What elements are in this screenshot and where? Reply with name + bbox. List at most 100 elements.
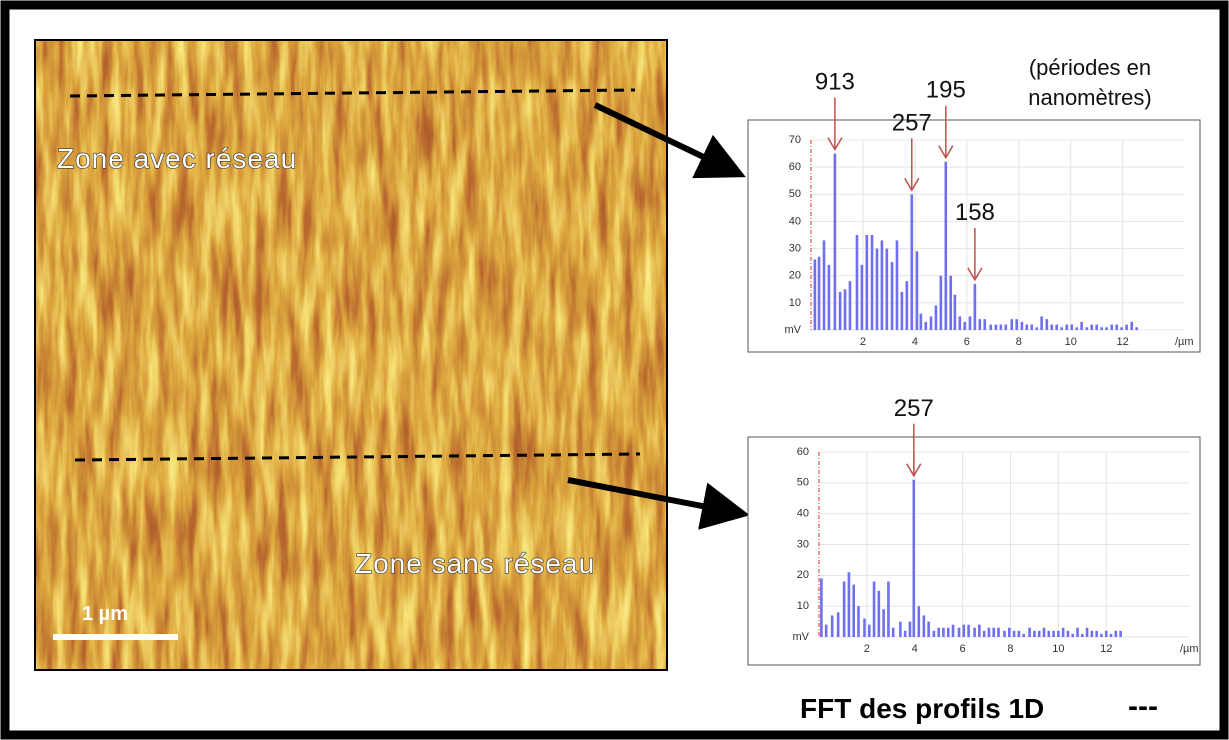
bar (944, 161, 948, 330)
bar (827, 264, 831, 330)
bar (924, 321, 928, 330)
bar (1095, 630, 1098, 637)
note: (périodes en (1029, 55, 1151, 80)
profile-line (69, 88, 636, 98)
bar (830, 615, 834, 637)
x-tick-label: 8 (1007, 643, 1013, 655)
bar (999, 324, 1003, 330)
x-tick-label: 6 (960, 643, 966, 655)
y-tick-label: 40 (789, 215, 801, 227)
annotation-label: 257 (892, 109, 932, 136)
bar (872, 581, 876, 637)
y-tick-label: 50 (797, 477, 809, 489)
bar (992, 627, 996, 637)
y-tick-label: 60 (789, 161, 801, 173)
bar (817, 256, 821, 330)
bar (885, 248, 889, 330)
bar (1025, 324, 1029, 330)
bar (946, 627, 950, 637)
bar (915, 251, 919, 330)
bar (900, 292, 904, 330)
bar (1061, 627, 1065, 637)
bar (895, 240, 899, 330)
bar (1080, 321, 1083, 330)
bar (882, 609, 885, 637)
bar (1055, 324, 1058, 330)
bar (958, 316, 962, 330)
bar (838, 292, 842, 330)
arrow-head (904, 177, 920, 192)
bar (1076, 627, 1079, 637)
bar (891, 627, 895, 637)
bar (1030, 324, 1034, 330)
y-tick-label: 20 (789, 270, 801, 282)
bar (1015, 319, 1018, 330)
bar (880, 240, 884, 330)
bar (939, 275, 943, 330)
zone-label: Zone sans réseau (355, 548, 595, 579)
y-tick-label: 50 (789, 188, 801, 200)
bar (983, 319, 987, 330)
bar (855, 235, 859, 330)
y-tick-label: 10 (797, 600, 809, 612)
bar (989, 324, 993, 330)
bar (1114, 630, 1118, 637)
bar (942, 627, 945, 637)
x-tick-label: 4 (912, 336, 918, 348)
scale-label: 1 µm (82, 603, 128, 625)
bar (890, 262, 894, 330)
bar (922, 615, 926, 637)
bar (1130, 321, 1134, 330)
bar (1120, 327, 1123, 330)
x-axis-label: /µm (1180, 643, 1199, 655)
bar (994, 324, 998, 330)
bar (852, 584, 856, 637)
bar (1075, 327, 1078, 330)
arrow-head (938, 145, 954, 160)
bar (1066, 630, 1070, 637)
x-tick-label: 2 (860, 336, 866, 348)
bar (968, 316, 972, 330)
bar (1003, 630, 1006, 637)
bar (987, 627, 991, 637)
arrow (593, 102, 746, 179)
bar (937, 627, 940, 637)
annotation-label: 195 (926, 77, 966, 104)
bar (1104, 630, 1108, 637)
annotation-label: 158 (955, 199, 995, 226)
note: nanomètres) (1028, 85, 1152, 110)
bar (1070, 324, 1074, 330)
x-axis-label: /µm (1175, 336, 1194, 348)
bar (1045, 319, 1049, 330)
zone-label: Zone avec réseau (57, 143, 297, 174)
bar (967, 624, 970, 637)
bar (875, 248, 879, 330)
bar (1080, 633, 1084, 637)
bar (867, 624, 871, 637)
bar (910, 194, 914, 330)
bar (951, 624, 955, 637)
x-tick-label: 2 (864, 643, 870, 655)
bar (1017, 630, 1021, 637)
chart-box (747, 436, 1201, 666)
bar (1060, 327, 1063, 330)
arrow-head (967, 267, 983, 282)
image-texture (36, 41, 666, 669)
bar (1040, 316, 1043, 330)
bar (919, 313, 923, 330)
bar (1022, 633, 1025, 637)
bar (870, 235, 874, 330)
bar (1100, 633, 1103, 637)
bar (865, 235, 869, 330)
bar (903, 630, 907, 637)
bar (1037, 630, 1041, 637)
bar (949, 275, 953, 330)
bar (982, 630, 986, 637)
caption-marker: --- (1128, 690, 1158, 723)
bar (997, 627, 1000, 637)
arrow-head (827, 137, 843, 152)
caption: FFT des profils 1D (800, 693, 1044, 724)
bar (912, 479, 916, 637)
bar (1004, 324, 1008, 330)
y-tick-label: 30 (789, 242, 801, 254)
